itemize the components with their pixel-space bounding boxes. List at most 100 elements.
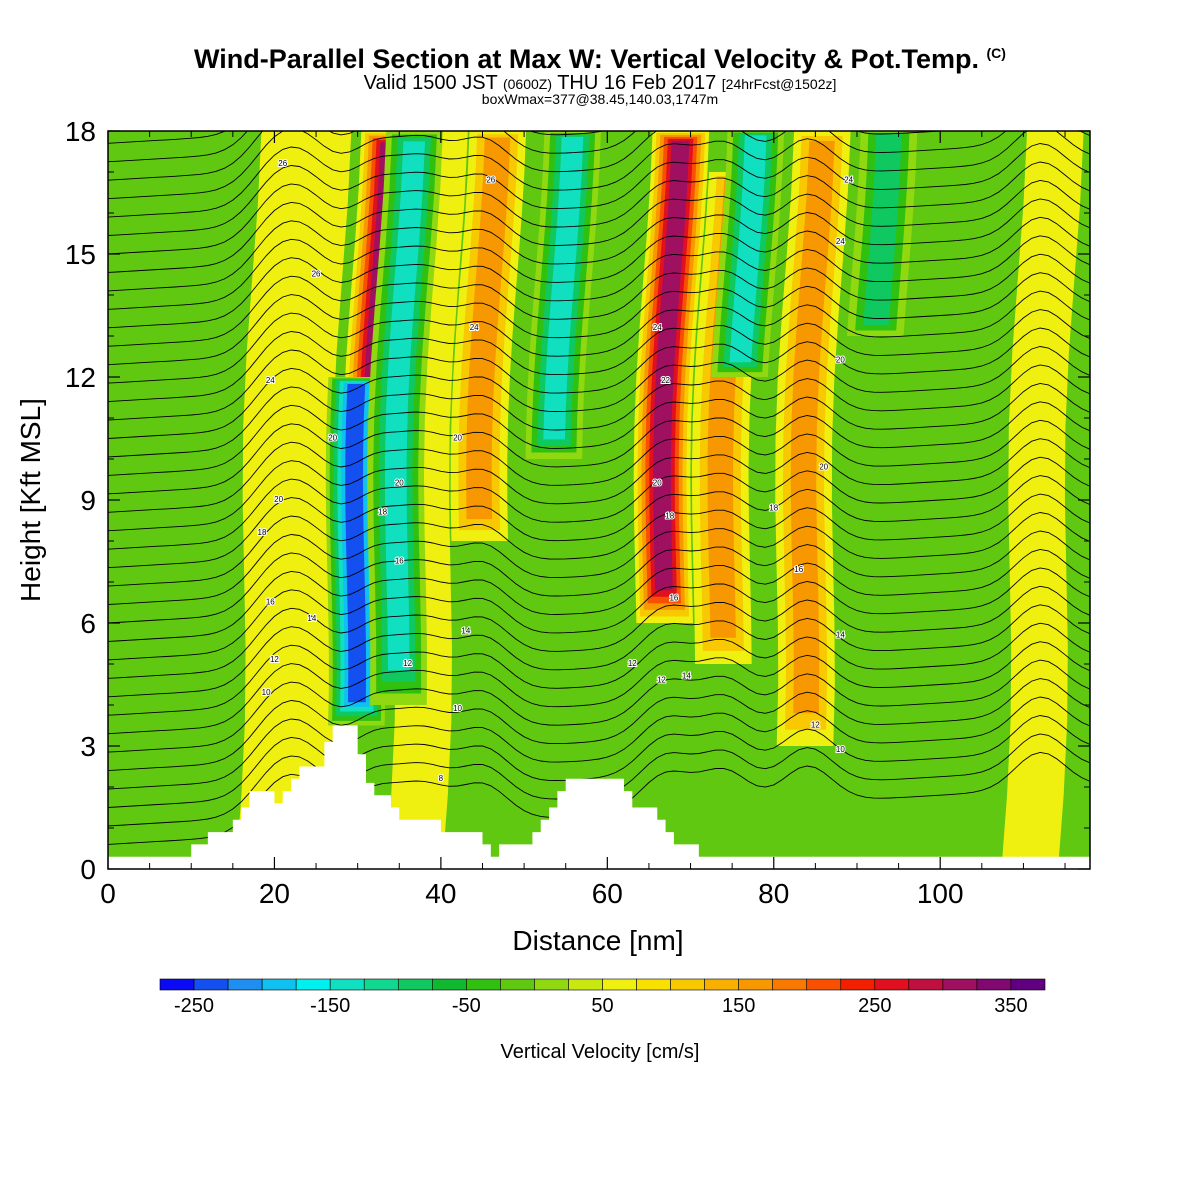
- colorbar-swatch: [602, 978, 637, 991]
- theta-contour: [108, 161, 1090, 255]
- theta-contour: [108, 131, 1090, 218]
- downdraft-band-1: [367, 131, 443, 705]
- theta-contour: [108, 216, 1090, 310]
- x-tick-label: 60: [592, 878, 623, 909]
- theta-contour: [108, 419, 1090, 513]
- valid-utc: (0600Z): [502, 76, 553, 92]
- contour-label: 14: [461, 626, 470, 635]
- contour-label: 14: [682, 671, 691, 680]
- theta-contour: [108, 456, 1090, 550]
- y-axis-label: Height [Kft MSL]: [15, 398, 46, 602]
- colorbar-swatch: [159, 978, 195, 991]
- colorbar-tick-label: -50: [452, 995, 481, 1017]
- theta-contour: [108, 235, 1090, 329]
- colorbar-swatch: [227, 978, 263, 991]
- terrain: [108, 725, 1090, 869]
- theta-contour: [108, 143, 1090, 236]
- updraft-band-level: [790, 140, 835, 714]
- contour-label: 12: [403, 659, 412, 668]
- x-tick-label: 20: [259, 878, 290, 909]
- y-tick-label: 0: [80, 854, 96, 885]
- colorbar-swatch: [534, 978, 569, 991]
- contour-label: 10: [453, 704, 462, 713]
- colorbar-swatch: [500, 978, 535, 991]
- valid-prefix: Valid 1500 JST: [363, 72, 498, 94]
- box-info: boxWmax=377@38.45,140.03,1747m: [481, 91, 719, 107]
- colorbar-swatch: [670, 978, 705, 991]
- theta-contour: [108, 401, 1090, 495]
- contour-label: 18: [769, 503, 778, 512]
- colorbar-swatch: [1010, 978, 1046, 991]
- colorbar-tick-label: 250: [858, 995, 891, 1017]
- contour-label: 20: [274, 495, 283, 504]
- colorbar-tick-label: 350: [994, 995, 1027, 1017]
- contour-label: 10: [262, 688, 271, 697]
- y-tick-label: 18: [65, 116, 96, 147]
- valid-date: THU 16 Feb 2017: [557, 72, 717, 94]
- y-tick-label: 3: [80, 731, 96, 762]
- theta-contour: [108, 33, 1090, 125]
- x-axis-label: Distance [nm]: [512, 925, 683, 956]
- colorbar-tick-label: 150: [722, 995, 755, 1017]
- y-tick-label: 12: [65, 362, 96, 393]
- updraft-band-4: [450, 131, 527, 541]
- downdraft-band-3: [711, 131, 785, 377]
- contour-label: 24: [844, 175, 853, 184]
- colorbar-swatch: [432, 978, 467, 991]
- contour-label: 24: [836, 237, 845, 246]
- theta-contour: [108, 364, 1090, 458]
- x-tick-label: 100: [917, 878, 964, 909]
- contour-label: 18: [258, 528, 267, 537]
- colorbar-swatch: [363, 978, 399, 991]
- updraft-band-level: [1001, 131, 1084, 869]
- x-tick-label: 40: [425, 878, 456, 909]
- theta-contour: [108, 678, 1090, 772]
- colorbar-swatch: [772, 978, 808, 991]
- plot-area: 26 26 24 26 24 24 24 24 22 20 20 20 20 20 20 20 18 18 18 18…: [108, 33, 1090, 869]
- contour-label: 8: [439, 774, 444, 783]
- colorbar-tick-label: -150: [310, 995, 350, 1017]
- colorbar-swatch: [295, 978, 331, 991]
- updraft-band-8: [1001, 131, 1084, 869]
- theta-contour: [108, 475, 1090, 569]
- contour-label: 12: [811, 721, 820, 730]
- contour-label: 20: [395, 479, 404, 488]
- downdraft-band-2: [525, 131, 601, 459]
- updraft-band-7: [775, 131, 851, 746]
- x-tick-label: 80: [758, 878, 789, 909]
- contour-label: 20: [453, 434, 462, 443]
- colorbar-swatch: [261, 978, 297, 991]
- colorbar-swatch: [466, 978, 501, 991]
- colorbar-swatch: [908, 978, 944, 991]
- contour-label: 24: [470, 323, 479, 332]
- theta-contour: [108, 253, 1090, 347]
- chart-title: Wind-Parallel Section at Max W: Vertical…: [0, 44, 1200, 75]
- forecast-info: [24hrFcst@1502z]: [721, 76, 837, 92]
- colorbar-swatch: [806, 978, 842, 991]
- theta-contour: [108, 641, 1090, 735]
- colorbar-swatch: [976, 978, 1012, 991]
- contour-label: 26: [312, 270, 321, 279]
- contour-labels: 26 26 24 26 24 24 24 24 22 20 20 20 20 20 20 20 18 18 18 18…: [257, 158, 855, 784]
- contour-label: 14: [836, 630, 845, 639]
- y-tick-label: 6: [80, 608, 96, 639]
- contour-label: 14: [307, 614, 316, 623]
- x-tick-label: 0: [100, 878, 116, 909]
- contour-label: 12: [270, 655, 279, 664]
- contour-label: 22: [661, 376, 670, 385]
- theta-contour: [108, 131, 226, 144]
- velocity-bands: [235, 131, 1084, 869]
- colorbar-swatch: [636, 978, 671, 991]
- theta-contour: [108, 382, 1090, 476]
- contour-label: 24: [653, 323, 662, 332]
- colorbar-tick-label: -250: [174, 995, 214, 1017]
- colorbar-swatch: [942, 978, 978, 991]
- theta-contour: [108, 604, 1090, 698]
- valid-time-line: Valid 1500 JST (0600Z) THU 16 Feb 2017 […: [0, 72, 1200, 95]
- downdraft-band-level: [543, 136, 584, 440]
- theta-contour: [108, 715, 1090, 808]
- colorbar: -250 -150 -50 50 150 250 350: [159, 978, 1046, 1017]
- contour-label: 18: [665, 512, 674, 521]
- contour-label: 20: [653, 479, 662, 488]
- theta-contour: [108, 696, 1090, 790]
